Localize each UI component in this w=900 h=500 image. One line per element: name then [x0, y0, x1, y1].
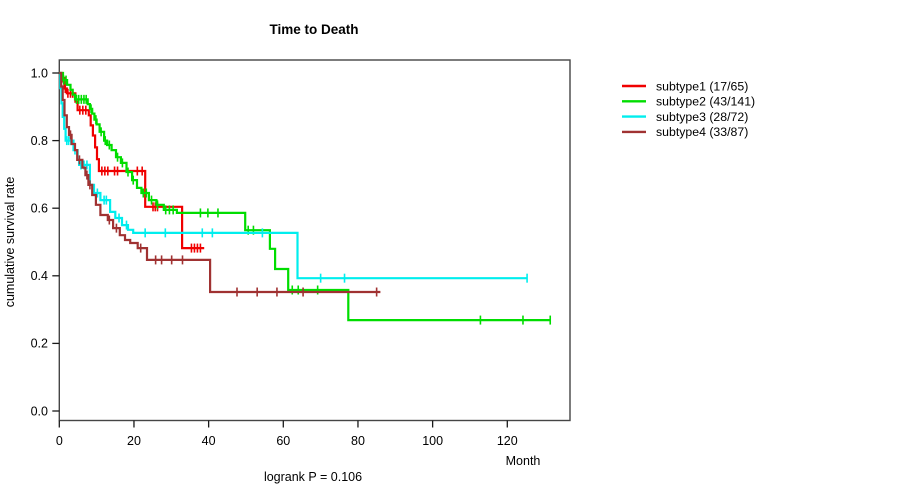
y-axis-tick-label: 0.2 [31, 337, 48, 351]
y-axis-tick-label: 0.8 [31, 134, 48, 148]
x-axis-tick-label: 100 [422, 434, 443, 448]
y-axis-tick-label: 0.0 [31, 404, 48, 418]
x-axis-tick-label: 20 [127, 434, 141, 448]
survival-curve-subtype4 [59, 71, 381, 294]
x-axis: 0 20 40 60 80 100 120 [56, 420, 518, 448]
y-axis-tick-label: 1.0 [31, 66, 48, 80]
plot-box [58, 59, 571, 422]
chart-title: Time to Death [269, 22, 358, 37]
x-axis-tick-label: 0 [56, 434, 63, 448]
logrank-annotation: logrank P = 0.106 [264, 470, 362, 484]
survival-curve-subtype3 [59, 71, 528, 280]
x-axis-tick-label: 120 [497, 434, 518, 448]
x-axis-tick-label: 40 [202, 434, 216, 448]
x-axis-tick-label: 80 [351, 434, 365, 448]
survival-curve-subtype2 [59, 71, 551, 322]
legend-label: subtype1 (17/65) [656, 79, 748, 93]
legend: subtype1 (17/65)subtype2 (43/141)subtype… [622, 79, 755, 139]
y-axis-tick-label: 0.6 [31, 202, 48, 216]
survival-curves [59, 71, 552, 325]
legend-label: subtype4 (33/87) [656, 125, 748, 139]
legend-label: subtype3 (28/72) [656, 110, 748, 124]
y-axis-label: cumulative survival rate [3, 177, 17, 308]
x-axis-label: Month [506, 454, 541, 468]
y-axis: 0.0 0.2 0.4 0.6 0.8 1.0 [31, 66, 60, 418]
x-axis-tick-label: 60 [276, 434, 290, 448]
legend-label: subtype2 (43/141) [656, 95, 755, 109]
y-axis-tick-label: 0.4 [31, 269, 48, 283]
